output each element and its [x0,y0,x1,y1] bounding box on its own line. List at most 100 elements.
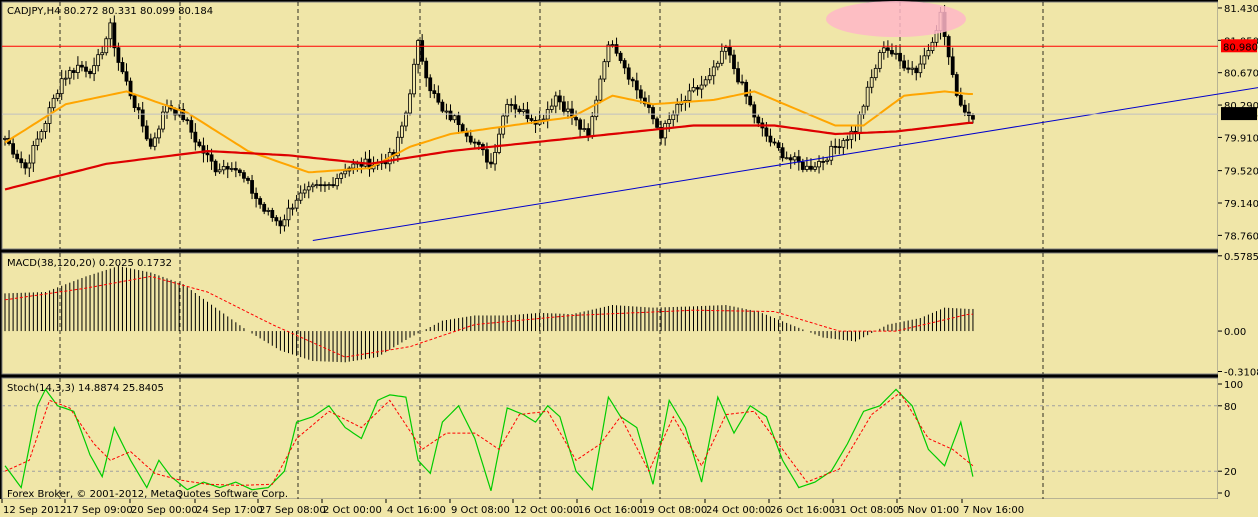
candle-body [84,66,88,72]
price-pane-bg [1,1,1219,250]
stoch-tick-label: 20 [1224,467,1237,478]
candle-body [687,90,692,101]
resistance-price-tag-box [1221,39,1257,53]
candle-body [290,207,295,210]
candle-body [574,117,578,121]
candle-body [424,60,429,79]
candle-body [278,220,283,227]
candle-body [27,162,32,169]
candle-body [671,114,676,120]
candle-body [756,116,761,124]
candle-body [59,78,64,95]
price-pane[interactable]: 81.43081.05080.67080.29079.91079.52079.1… [2,1,1258,242]
candle-body [229,168,234,170]
stoch-pane[interactable]: 100 80 20 0 [2,380,1243,500]
candle-body [695,87,700,90]
candle-body [250,180,254,194]
candle-body [861,105,866,115]
candle-body [606,44,611,63]
candle-body [92,65,96,75]
candle-body [116,47,121,63]
candle-body [11,143,16,155]
candle-body [768,135,773,143]
candle-body [582,128,587,130]
candle-body [598,78,603,101]
candle-body [667,119,672,124]
candle-body [282,219,287,227]
candle-body [894,52,898,55]
candle-body [448,110,453,121]
candle-body [485,149,489,163]
candle-body [962,104,967,113]
candle-body [489,161,493,165]
candle-body [578,119,582,130]
candle-body [189,120,194,133]
candle-body [420,40,425,62]
candle-body [144,125,149,140]
candle-body [339,173,344,179]
candle-body [242,172,246,179]
candle-body [310,184,315,188]
candle-body [201,145,206,154]
candle-body [108,22,113,40]
candle-body [865,86,870,107]
candle-body [772,141,777,144]
candle-body [152,137,157,147]
candle-body [197,141,202,147]
current-price-tag: 80.184 [1223,110,1258,121]
candle-body [829,145,834,161]
time-tick-label: 16 Oct 16:00 [578,505,643,516]
time-tick-label: 12 Sep 2012 [3,505,66,516]
ma-slow-line [4,121,973,191]
candle-body [703,79,708,86]
candle-body [890,50,894,55]
stoch-tick-label: 100 [1224,380,1243,391]
macd-header: MACD(38,120,20) 0.2025 0.1732 [7,258,172,269]
candle-body [715,62,720,68]
candle-body [298,192,303,201]
candle-body [456,115,461,126]
candle-body [440,101,445,112]
time-tick-label: 17 Sep 09:00 [66,505,133,516]
candle-body [845,138,850,141]
candle-body [331,184,335,187]
candle-body [780,147,785,159]
candle-body [476,141,481,145]
candle-body [517,108,522,113]
candle-body [736,68,740,83]
time-tick-label: 24 Sep 17:00 [196,505,263,516]
candle-body [452,115,457,121]
candle-body [399,125,404,138]
candle-body [521,109,526,113]
candle-body [813,166,817,170]
candle-body [630,78,635,82]
candle-body [728,47,732,56]
time-tick-label: 27 Sep 08:00 [259,505,326,516]
candle-body [501,115,506,135]
candle-body [711,66,716,77]
price-tick-label: 80.290 [1224,101,1258,112]
candle-body [724,47,728,52]
candle-body [262,203,267,212]
candle-body [161,111,165,130]
price-tick-label: 79.140 [1224,199,1258,210]
candle-body [51,97,56,109]
price-scale-bg [1218,0,1258,517]
candle-body [958,95,963,106]
time-tick-label: 4 Oct 16:00 [387,505,446,516]
candle-body [404,112,408,127]
macd-tick-label: -0.3108 [1224,368,1258,379]
candle-body [529,118,534,121]
candle-body [55,93,60,99]
macd-pane[interactable]: 0.5785 0.00 -0.3108 [4,252,1258,379]
candle-body [643,97,647,105]
candle-body [914,67,919,74]
candle-body [351,163,356,169]
candle-body [493,152,497,165]
candle-body [841,140,846,148]
candle-body [549,105,554,110]
macd-tick-label: 0.00 [1224,327,1246,338]
candle-body [610,44,615,46]
candle-body [622,60,627,69]
